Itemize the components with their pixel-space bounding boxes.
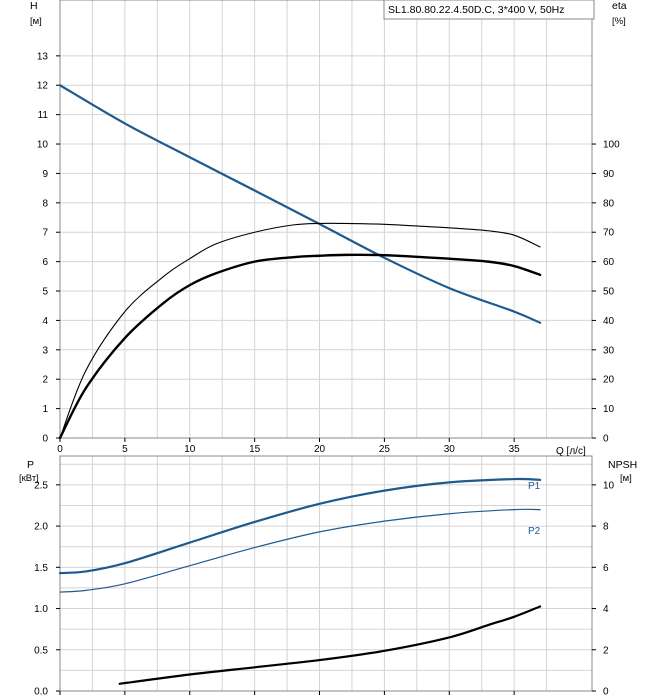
right-axis-tick-label: 0 bbox=[603, 687, 609, 698]
right-axis-tick-label: 50 bbox=[603, 287, 615, 298]
head-efficiency-panel: 0123456789101112130102030405060708090100… bbox=[37, 0, 620, 455]
top-left-axis-label: H bbox=[30, 0, 38, 12]
x-axis-tick-label: 25 bbox=[379, 444, 391, 455]
x-axis-tick-label: 10 bbox=[184, 444, 196, 455]
right-axis-tick-label: 80 bbox=[603, 198, 615, 209]
power-curve-p1 bbox=[58, 477, 542, 575]
right-axis-tick-label: 10 bbox=[603, 480, 615, 491]
plot-frame bbox=[59, 455, 593, 692]
left-axis-tick-label: 5 bbox=[42, 287, 48, 298]
right-axis-tick-label: 70 bbox=[603, 228, 615, 239]
title-box bbox=[383, 0, 595, 20]
right-axis-tick-label: 8 bbox=[603, 522, 609, 533]
plot-frame bbox=[59, 0, 593, 439]
right-axis-tick-label: 0 bbox=[603, 434, 609, 445]
top-left-axis-unit: [м] bbox=[30, 16, 42, 27]
right-axis-tick-label: 20 bbox=[603, 375, 615, 386]
left-axis-tick-label: 2.0 bbox=[34, 522, 48, 533]
top-right-axis-label: eta bbox=[612, 0, 627, 12]
left-axis-tick-label: 6 bbox=[42, 257, 48, 268]
left-axis-tick-label: 2.5 bbox=[34, 480, 48, 491]
left-axis-tick-label: 0.5 bbox=[34, 645, 48, 656]
left-axis-tick-label: 8 bbox=[42, 198, 48, 209]
left-axis-tick-label: 1.5 bbox=[34, 563, 48, 574]
left-axis-tick-label: 0 bbox=[42, 434, 48, 445]
right-axis-tick-label: 40 bbox=[603, 316, 615, 327]
x-axis-tick-label: 5 bbox=[122, 444, 128, 455]
x-axis-tick-label: 0 bbox=[57, 444, 63, 455]
right-axis-tick-label: 4 bbox=[603, 604, 609, 615]
right-axis-tick-label: 30 bbox=[603, 345, 615, 356]
left-axis-tick-label: 4 bbox=[42, 316, 48, 327]
right-axis-tick-label: 90 bbox=[603, 169, 615, 180]
head-curve bbox=[58, 84, 542, 324]
x-axis-tick-label: 30 bbox=[444, 444, 456, 455]
power-curve-p2 bbox=[59, 508, 541, 593]
left-axis-tick-label: 13 bbox=[37, 51, 49, 62]
left-axis-tick-label: 7 bbox=[42, 228, 48, 239]
left-axis-tick-label: 0.0 bbox=[34, 687, 48, 698]
right-axis-tick-label: 6 bbox=[603, 563, 609, 574]
efficiency-curve-thin bbox=[59, 222, 541, 439]
top-right-axis-unit: [%] bbox=[612, 16, 626, 27]
left-axis-tick-label: 11 bbox=[38, 110, 49, 121]
left-axis-tick-label: 12 bbox=[37, 81, 49, 92]
bottom-left-axis-label: P bbox=[27, 459, 34, 471]
left-axis-tick-label: 10 bbox=[37, 140, 49, 151]
series-label-p2: P2 bbox=[528, 526, 541, 537]
left-axis-tick-label: 1.0 bbox=[34, 604, 48, 615]
x-axis-tick-label: 15 bbox=[249, 444, 261, 455]
x-axis-tick-label: 35 bbox=[509, 444, 521, 455]
right-axis-tick-label: 60 bbox=[603, 257, 615, 268]
bottom-right-axis-label: NPSH bbox=[608, 459, 637, 471]
bottom-right-axis-unit: [м] bbox=[620, 473, 632, 484]
npsh-curve bbox=[118, 605, 542, 685]
efficiency-curve-thick bbox=[58, 253, 542, 440]
left-axis-tick-label: 2 bbox=[42, 375, 48, 386]
power-npsh-panel: 0.0 0.5 1.0 1.5 2.0 2.5 0 2 4 6 8 10 bbox=[34, 455, 615, 698]
bottom-left-axis-unit: [кВт] bbox=[19, 473, 39, 484]
x-axis-label: Q [л/с] bbox=[556, 446, 586, 457]
left-axis-tick-label: 9 bbox=[42, 169, 48, 180]
left-axis-tick-label: 1 bbox=[42, 404, 48, 415]
right-axis-tick-label: 2 bbox=[603, 645, 609, 656]
series-label-p1: P1 bbox=[528, 481, 541, 492]
x-axis-tick-label: 20 bbox=[314, 444, 326, 455]
right-axis-tick-label: 100 bbox=[603, 140, 620, 151]
left-axis-tick-label: 3 bbox=[42, 345, 48, 356]
right-axis-tick-label: 10 bbox=[603, 404, 615, 415]
chart-title: SL1.80.80.22.4.50D.C, 3*400 V, 50Hz bbox=[388, 4, 565, 16]
